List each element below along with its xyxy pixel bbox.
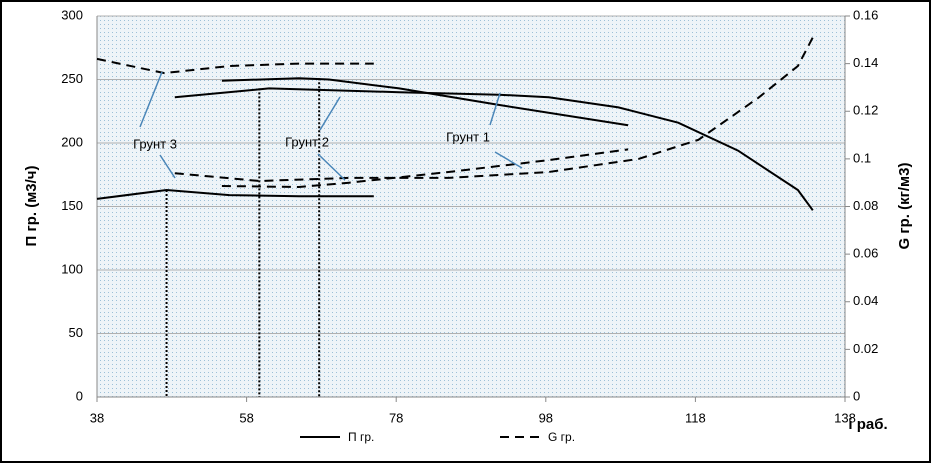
y2-tick-label: 0.04 bbox=[853, 293, 878, 308]
annotation-pointer bbox=[139, 71, 163, 128]
y-tick-label: 50 bbox=[69, 325, 83, 340]
series-line bbox=[221, 148, 629, 189]
y2-tick-label: 0.16 bbox=[853, 7, 878, 22]
y-tick-label: 200 bbox=[61, 134, 83, 149]
x-tick-label: 78 bbox=[389, 410, 403, 425]
annotation-pointer bbox=[159, 154, 176, 179]
series-line bbox=[96, 188, 374, 200]
y-tick-label: 300 bbox=[61, 7, 83, 22]
y-tick-label: 150 bbox=[61, 198, 83, 213]
series-line bbox=[221, 77, 629, 127]
annotation-pointer bbox=[317, 153, 346, 181]
y2-tick-label: 0.08 bbox=[853, 198, 878, 213]
y-tick-label: 250 bbox=[61, 71, 83, 86]
x-tick-label: 38 bbox=[90, 410, 104, 425]
x-tick-label: 98 bbox=[539, 410, 553, 425]
x-tick-label: 58 bbox=[239, 410, 253, 425]
y2-tick-label: 0.1 bbox=[853, 150, 871, 165]
y-tick-label: 0 bbox=[76, 388, 83, 403]
y2-tick-label: 0.12 bbox=[853, 103, 878, 118]
y2-tick-label: 0.02 bbox=[853, 341, 878, 356]
x-axis-title: i раб. bbox=[848, 416, 887, 433]
annotation-pointer bbox=[494, 151, 523, 169]
annotation-pointer bbox=[319, 96, 341, 131]
annotation: Грунт 3 bbox=[133, 136, 177, 151]
annotation: Грунт 1 bbox=[446, 129, 490, 144]
x-tick-label: 118 bbox=[685, 410, 706, 425]
annotation: Грунт 2 bbox=[285, 134, 329, 149]
legend-label: П гр. bbox=[348, 430, 374, 444]
y2-tick-label: 0.06 bbox=[853, 246, 878, 261]
x-tick-label: 138 bbox=[834, 410, 856, 425]
series-line bbox=[174, 87, 814, 211]
y2-tick-label: 0.14 bbox=[853, 55, 878, 70]
series-line bbox=[96, 57, 374, 75]
y-axis-title: П гр. (м3/ч) bbox=[23, 165, 40, 246]
legend-label: G гр. bbox=[548, 430, 575, 444]
y2-axis-title: G гр. (кг/м3) bbox=[896, 163, 913, 250]
annotation-pointer bbox=[489, 92, 501, 126]
y2-tick-label: 0 bbox=[853, 388, 860, 403]
y-tick-label: 100 bbox=[61, 261, 83, 276]
